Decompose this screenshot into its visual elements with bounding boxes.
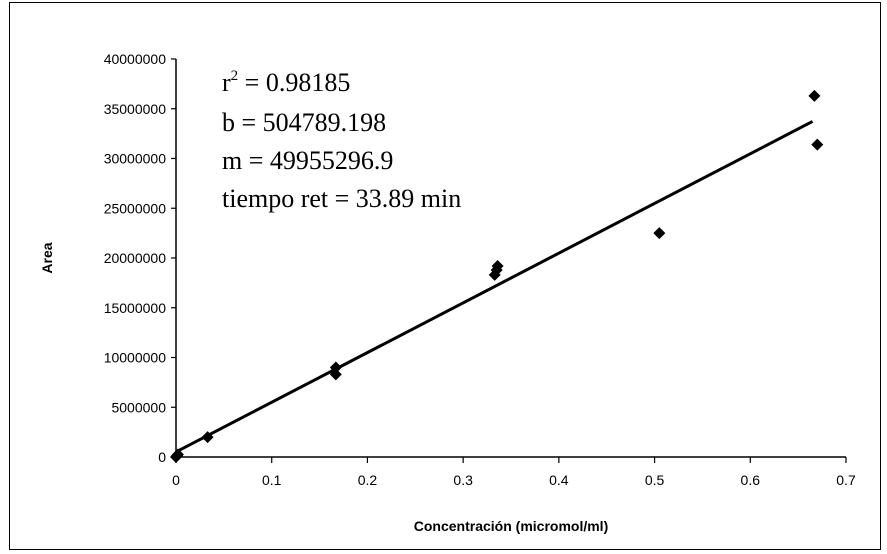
y-tick-label: 0 <box>158 449 166 465</box>
x-tick-label: 0 <box>172 472 180 488</box>
y-tick-label: 10000000 <box>104 350 167 366</box>
retention-time-annotation: tiempo ret = 33.89 min <box>222 184 461 213</box>
y-tick-label: 35000000 <box>104 101 167 117</box>
x-tick-label: 0.5 <box>645 472 665 488</box>
y-tick-label: 25000000 <box>104 200 167 216</box>
y-tick-label: 30000000 <box>104 151 167 167</box>
regression-annotations: r2 = 0.98185 b = 504789.198 m = 49955296… <box>222 68 461 213</box>
x-tick-label: 0.2 <box>358 472 378 488</box>
data-point <box>808 90 820 102</box>
x-axis-ticks: 0 0.1 0.2 0.3 0.4 0.5 0.6 0.7 <box>172 457 856 488</box>
x-tick-label: 0.1 <box>262 472 282 488</box>
x-axis-title: Concentración (micromol/ml) <box>414 518 608 534</box>
data-point <box>653 227 665 239</box>
y-tick-label: 20000000 <box>104 250 167 266</box>
r-squared-annotation: r2 = 0.98185 <box>222 68 350 97</box>
y-axis-title: Area <box>39 242 55 273</box>
r-squared-base: r <box>222 68 231 97</box>
r-squared-exponent: 2 <box>231 68 239 84</box>
y-tick-label: 15000000 <box>104 300 167 316</box>
intercept-annotation: b = 504789.198 <box>222 108 386 137</box>
r-squared-value: = 0.98185 <box>238 68 350 97</box>
y-tick-label: 5000000 <box>111 399 166 415</box>
x-tick-label: 0.3 <box>453 472 473 488</box>
slope-annotation: m = 49955296.9 <box>222 146 393 175</box>
x-tick-label: 0.4 <box>549 472 569 488</box>
x-tick-label: 0.7 <box>836 472 856 488</box>
data-point <box>811 139 823 151</box>
x-tick-label: 0.6 <box>741 472 761 488</box>
y-tick-label: 40000000 <box>104 51 167 67</box>
y-axis-ticks: 0 5000000 10000000 15000000 20000000 25000000… <box>104 51 176 465</box>
